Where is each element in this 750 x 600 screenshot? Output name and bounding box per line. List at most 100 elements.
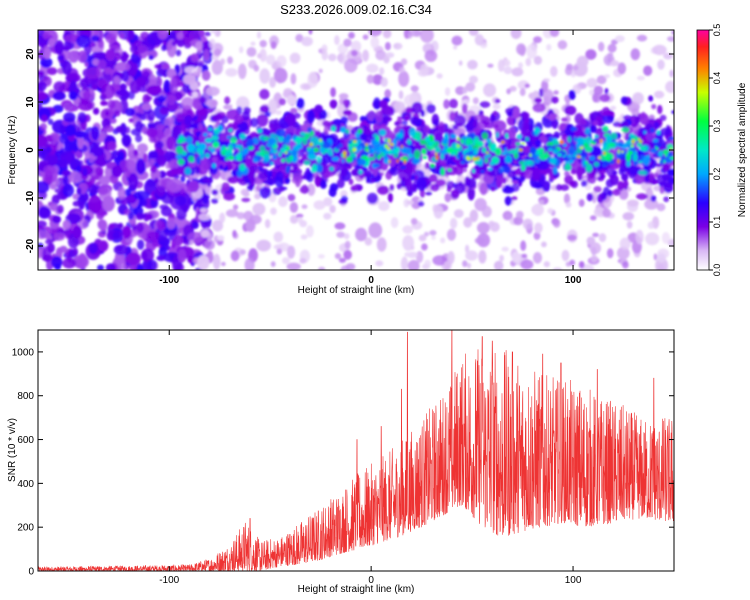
heatmap-blob <box>431 235 436 240</box>
heatmap-blob <box>562 143 567 147</box>
heatmap-blob <box>432 140 436 144</box>
heatmap-blob <box>43 165 56 176</box>
heatmap-blob <box>656 143 662 149</box>
colorbar-tick-label: 0.4 <box>712 72 722 85</box>
heatmap-blob <box>671 30 674 35</box>
heatmap-blob <box>299 258 307 264</box>
heatmap-blob <box>347 140 352 145</box>
heatmap-blob <box>636 34 648 42</box>
heatmap-blob <box>244 257 255 270</box>
heatmap-blob <box>319 147 326 154</box>
heatmap-blob <box>377 154 381 160</box>
heatmap-blob <box>634 137 639 141</box>
heatmap-blob <box>447 168 452 172</box>
heatmap-blob <box>198 213 211 221</box>
heatmap-blob <box>633 161 639 166</box>
heatmap-blob <box>268 123 275 129</box>
heatmap-blob <box>185 136 193 144</box>
heatmap-blob <box>646 155 650 158</box>
heatmap-blob <box>119 32 125 39</box>
heatmap-blob <box>463 168 468 173</box>
heatmap-blob <box>211 135 219 141</box>
heatmap-blob <box>533 231 541 240</box>
heatmap-blob <box>474 237 486 245</box>
heatmap-blob <box>475 168 480 173</box>
heatmap-blob <box>659 185 665 194</box>
heatmap-blob <box>399 157 403 161</box>
heatmap-blob <box>240 188 250 196</box>
heatmap-blob <box>228 155 235 161</box>
heatmap-blob <box>390 217 399 229</box>
heatmap-blob <box>334 253 342 260</box>
heatmap-blob <box>502 165 511 174</box>
heatmap-blob <box>533 55 543 65</box>
heatmap-blob <box>553 218 561 228</box>
heatmap-blob <box>584 160 589 165</box>
heatmap-blob <box>89 184 99 195</box>
heatmap-blob <box>590 145 601 157</box>
heatmap-blob <box>642 155 650 166</box>
heatmap-blob <box>183 74 196 85</box>
heatmap-blob <box>145 213 153 221</box>
heatmap-blob <box>551 96 559 104</box>
heatmap-blob <box>525 118 530 124</box>
heatmap-blob <box>351 168 361 177</box>
heatmap-x-ticks: -100 0 100 <box>159 30 582 286</box>
heatmap-blob <box>104 67 113 75</box>
heatmap-blob <box>340 195 348 202</box>
heatmap-blob <box>224 96 231 105</box>
heatmap-blob <box>473 118 478 128</box>
heatmap-blob <box>289 215 299 224</box>
heatmap-blob <box>419 139 427 146</box>
heatmap-blob <box>328 53 337 62</box>
heatmap-blob <box>569 259 576 266</box>
heatmap-blob <box>446 147 454 154</box>
heatmap-blob <box>224 157 229 161</box>
heatmap-blob <box>49 203 59 212</box>
heatmap-blob <box>588 155 596 161</box>
heatmap-blob <box>197 255 210 270</box>
heatmap-blob <box>557 153 562 157</box>
heatmap-blob <box>507 150 512 155</box>
heatmap-blob <box>516 43 527 55</box>
heatmap-blob <box>522 218 534 230</box>
heatmap-blob <box>246 184 254 191</box>
heatmap-blob <box>68 172 84 183</box>
heatmap-blob <box>511 251 521 264</box>
heatmap-blob <box>137 44 149 59</box>
heatmap-blob <box>316 156 322 164</box>
heatmap-blob <box>292 145 299 151</box>
heatmap-blob <box>262 180 267 184</box>
heatmap-blob <box>493 120 507 132</box>
heatmap-blob <box>479 101 491 108</box>
heatmap-blob <box>573 65 579 71</box>
heatmap-blob <box>502 177 507 184</box>
heatmap-blob <box>606 248 614 259</box>
heatmap-blob <box>341 158 345 163</box>
heatmap-blob <box>254 193 261 200</box>
heatmap-blob <box>484 158 489 164</box>
heatmap-blob <box>659 159 664 166</box>
heatmap-blob <box>340 166 348 177</box>
heatmap-blob <box>630 48 641 61</box>
heatmap-blob <box>207 127 213 131</box>
heatmap-blob <box>219 132 232 144</box>
heatmap-blob <box>264 219 271 229</box>
snr-y-tick-label: 1000 <box>12 347 35 358</box>
heatmap-blob <box>580 146 584 150</box>
heatmap-blob <box>473 136 480 143</box>
heatmap-blob <box>489 165 501 177</box>
heatmap-blob <box>520 240 527 251</box>
heatmap-blob <box>323 125 329 136</box>
heatmap-blob <box>601 147 607 153</box>
heatmap-blob <box>309 142 314 147</box>
heatmap-blob <box>197 61 204 68</box>
heatmap-blob <box>78 100 94 111</box>
heatmap-blob <box>100 83 115 100</box>
heatmap-blob <box>378 201 390 212</box>
heatmap-blob <box>180 175 186 183</box>
heatmap-blob <box>379 172 384 176</box>
heatmap-blob <box>196 66 203 75</box>
heatmap-blob <box>552 267 563 270</box>
heatmap-blob <box>136 213 147 219</box>
